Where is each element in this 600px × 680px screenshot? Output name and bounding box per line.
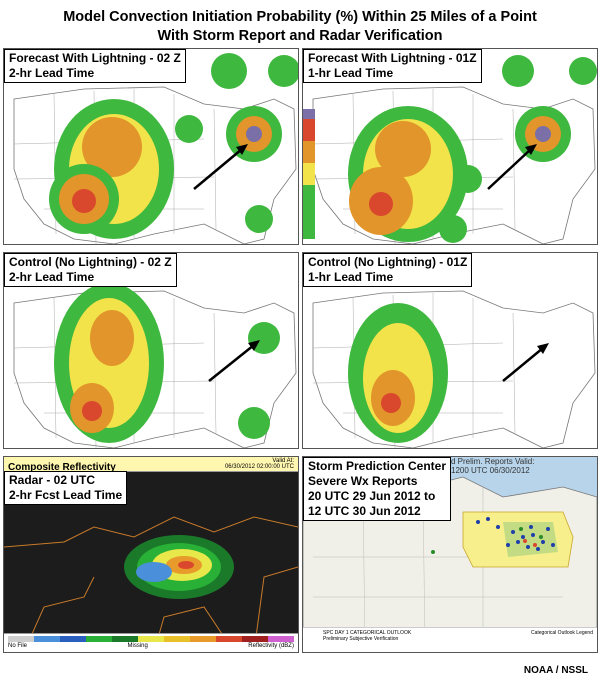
panel-label: Radar - 02 UTC 2-hr Fcst Lead Time [4,471,128,505]
arrow [193,148,243,190]
panel-label: Forecast With Lightning - 02 Z 2-hr Lead… [4,49,186,83]
colorbar [303,109,315,239]
panel-forecast-lightning-01z: Forecast With Lightning - 01Z 1-hr Lead … [302,48,598,245]
radar-header: Composite Reflectivity Valid At: 06/30/2… [4,457,298,473]
panel-forecast-lightning-02z: Forecast With Lightning - 02 Z 2-hr Lead… [3,48,299,245]
page-title: Model Convection Initiation Probability … [0,8,600,46]
probability-map [312,55,597,244]
title-line2: With Storm Report and Radar Verification [157,28,443,44]
panel-spc: d Prelim. Reports Valid: 1200 UTC 06/30/… [302,456,598,653]
panel-control-02z: Control (No Lightning) - 02 Z 2-hr Lead … [3,252,299,449]
probability-map [312,290,596,448]
panel-label: Forecast With Lightning - 01Z 1-hr Lead … [303,49,482,83]
radar-map [4,516,298,652]
title-line1: Model Convection Initiation Probability … [63,9,537,25]
arrow [487,148,532,190]
arrow [502,347,544,382]
probability-blobs [54,283,280,443]
probability-blobs [348,55,597,243]
panel-label: Control (No Lightning) - 02 Z 2-hr Lead … [4,253,177,287]
spc-prelim: d Prelim. Reports Valid: 1200 UTC 06/30/… [451,457,535,475]
credit: NOAA / NSSL [523,665,588,676]
probability-map [13,283,297,448]
probability-blobs [348,303,448,443]
panel-label: Storm Prediction Center Severe Wx Report… [303,457,452,521]
panel-control-01z: Control (No Lightning) - 01Z 1-hr Lead T… [302,252,598,449]
panel-label: Control (No Lightning) - 01Z 1-hr Lead T… [303,253,473,287]
arrow [208,344,255,382]
spc-footer: SPC DAY 1 CATEGORICAL OUTLOOK Preliminar… [303,627,597,652]
spc-map [303,457,597,652]
panel-radar: Composite Reflectivity Valid At: 06/30/2… [3,456,299,653]
radar-valid: Valid At: 06/30/2012 02:00:00 UTC [224,458,294,470]
probability-map [13,53,298,244]
radar-legend: No File Missing Reflectivity (dBZ) [4,633,298,652]
